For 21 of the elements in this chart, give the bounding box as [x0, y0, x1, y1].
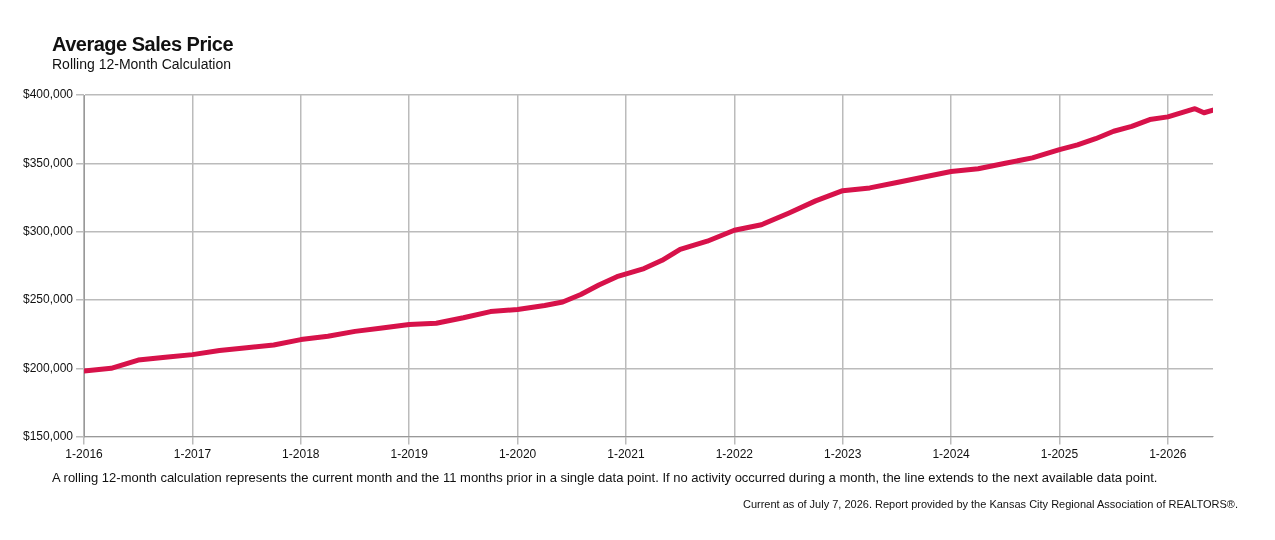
- x-tick-label: 1-2022: [715, 447, 754, 462]
- y-tick-label: $350,000: [22, 155, 74, 170]
- y-tick-label: $250,000: [22, 292, 74, 307]
- x-tick-label: 1-2018: [282, 447, 320, 462]
- x-tick-label: 1-2020: [498, 447, 537, 462]
- text: A rolling 12-month calculation represents the current month and the 11 months prior in a single data point. If no activity occurred during a month, the line extends to the next available data point.: [52, 470, 1158, 485]
- y-tick-label: $300,000: [22, 223, 74, 238]
- chart-title: Average Sales Price: [52, 33, 233, 56]
- text: Current as of July 7, 2026. Report provided by the Kansas City Regional Association of REALTORS®.: [742, 498, 1238, 510]
- y-tick-label: $400,000: [22, 87, 74, 102]
- y-tick-label: $150,000: [22, 428, 74, 443]
- x-tick-label: 1-2024: [932, 447, 971, 462]
- x-tick-label: 1-2025: [1040, 447, 1079, 462]
- x-tick-label: 1-2017: [173, 447, 212, 462]
- x-tick-label: 1-2019: [390, 447, 429, 462]
- x-tick-label: 1-2016: [65, 447, 104, 462]
- x-tick-label: 1-2021: [607, 447, 645, 462]
- x-tick-label: 1-2023: [824, 447, 862, 462]
- x-tick-label: 1-2026: [1149, 447, 1187, 462]
- y-tick-label: $200,000: [22, 360, 74, 375]
- chart-subtitle: Rolling 12-Month Calculation: [52, 56, 231, 72]
